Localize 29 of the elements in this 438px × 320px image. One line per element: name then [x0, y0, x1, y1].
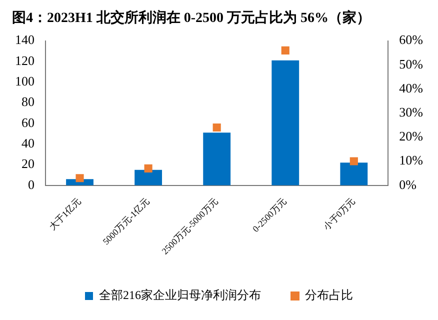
bar [134, 170, 162, 186]
bar [272, 60, 300, 186]
point [212, 123, 221, 132]
y2-tick-label: 30% [399, 104, 424, 120]
y-tick-label: 60 [22, 114, 34, 130]
x-tick-label: 小于0万元 [321, 196, 357, 232]
y2-tick-label: 10% [399, 152, 424, 168]
point [281, 46, 290, 54]
y2-tick-label: 60% [399, 32, 424, 48]
legend-label: 分布占比 [305, 288, 353, 302]
y-tick-label: 0 [28, 176, 34, 192]
y2-tick-label: 20% [399, 128, 424, 144]
y2-tick-label: 40% [399, 80, 424, 96]
point [350, 157, 358, 166]
y2-tick-label: 50% [399, 56, 424, 72]
point [76, 174, 84, 182]
y2-tick-label: 0% [399, 176, 417, 192]
y-tick-label: 140 [15, 32, 34, 48]
x-tick-label: 大于1亿元 [47, 196, 83, 232]
bar [203, 132, 231, 186]
chart-title: 图4：2023H1 北交所利润在 0-2500 万元占比为 56%（家） [12, 9, 371, 26]
legend-label: 全部216家企业归母净利润分布 [99, 288, 261, 302]
y-tick-label: 40 [22, 135, 34, 150]
point [144, 164, 152, 173]
y-tick-label: 80 [22, 94, 34, 110]
y-tick-label: 20 [22, 156, 34, 172]
y-tick-label: 120 [15, 52, 34, 68]
bar [340, 162, 368, 186]
y-tick-label: 100 [15, 74, 34, 89]
